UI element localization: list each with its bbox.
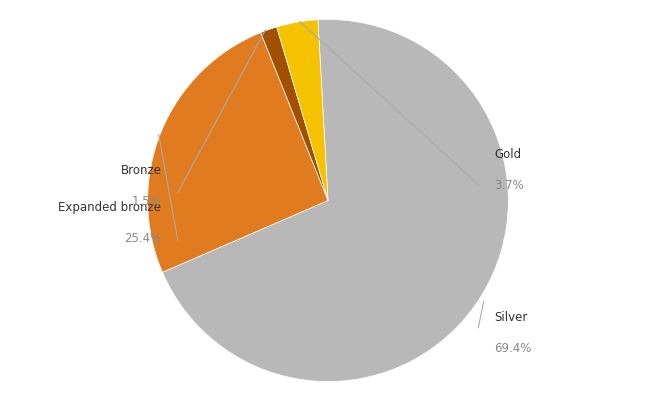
Text: Bronze: Bronze	[121, 164, 161, 176]
Wedge shape	[148, 32, 328, 272]
Wedge shape	[277, 20, 328, 200]
Text: 25.4%: 25.4%	[124, 232, 161, 245]
Text: Gold: Gold	[495, 148, 522, 161]
Text: 3.7%: 3.7%	[495, 178, 524, 192]
Wedge shape	[163, 20, 508, 381]
Text: 1.5%: 1.5%	[132, 194, 161, 208]
Wedge shape	[260, 27, 328, 200]
Text: Expanded bronze: Expanded bronze	[58, 201, 161, 215]
Text: 69.4%: 69.4%	[495, 342, 532, 355]
Text: Silver: Silver	[495, 311, 528, 324]
